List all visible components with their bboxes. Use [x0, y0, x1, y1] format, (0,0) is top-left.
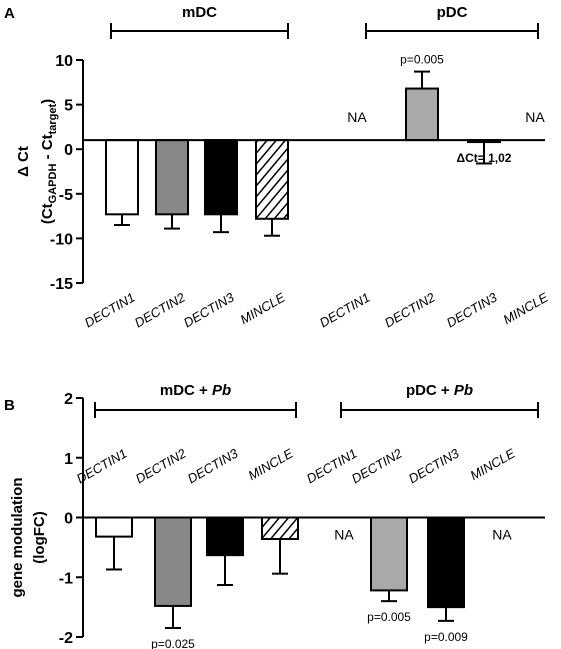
category-label: DECTIN3 — [181, 289, 237, 330]
group-1: pDC + Pb NA DECTIN1 p=0.005 DECTIN2 p=0.009 DE… — [304, 382, 539, 644]
panel-A: A 10 5 0 -5 -10 -15 Δ Ct (CtGAPDH - Cttarget) mDC… — [4, 4, 551, 330]
y-tick-label: 1 — [64, 451, 73, 468]
na-label: NA — [347, 109, 367, 125]
bar — [95, 516, 133, 538]
y-tick-label: 0 — [64, 142, 73, 159]
bar-annotation: p=0.005 — [367, 610, 411, 624]
y-tick-label: 2 — [64, 391, 73, 408]
category-label: DECTIN2 — [349, 445, 405, 486]
y-axis-label: Δ Ct — [15, 146, 32, 177]
category-label: DECTIN3 — [444, 289, 500, 330]
na-label: NA — [492, 527, 512, 543]
category-label: DECTIN1 — [82, 290, 138, 331]
category-label: MINCLE — [237, 289, 287, 327]
panel-B: B 2 1 0 -1 -2 gene modulation (logFC) mDC + Pb DE… — [4, 382, 545, 649]
category-label: DECTIN2 — [133, 445, 189, 486]
y-tick-label: 5 — [64, 98, 73, 115]
category-label: DECTIN2 — [132, 289, 188, 330]
bar-annotation: p=0.005 — [400, 53, 444, 67]
panel-letter: B — [4, 397, 15, 414]
y-tick-label: -10 — [50, 231, 73, 248]
category-label: DECTIN1 — [304, 446, 360, 487]
y-axis-label-formula: (CtGAPDH - Cttarget) — [39, 99, 59, 224]
category-label: MINCLE — [245, 445, 295, 483]
category-label: DECTIN2 — [382, 289, 438, 330]
panel-letter: A — [4, 5, 15, 22]
bar — [427, 516, 465, 609]
bar-annotation: p=0.025 — [151, 637, 195, 649]
bar-annotation: ΔCt= 1,02 — [457, 151, 512, 165]
bar — [405, 87, 439, 142]
group-label: mDC — [182, 4, 217, 21]
category-label: DECTIN1 — [317, 290, 373, 331]
y-axis-label: gene modulation — [9, 478, 26, 598]
y-tick-label: -5 — [59, 187, 73, 204]
y-tick-label: -1 — [59, 570, 73, 587]
y-tick-label: -15 — [50, 276, 73, 293]
group-label: pDC + Pb — [406, 382, 473, 399]
y-axis-label-units: (logFC) — [31, 511, 48, 563]
bar — [255, 139, 289, 220]
bar — [154, 516, 192, 607]
bar — [370, 516, 408, 592]
bar — [204, 139, 238, 216]
y-tick-label: 10 — [55, 53, 73, 70]
bar — [155, 139, 189, 216]
group-1: pDC NA DECTIN1 p=0.005 DECTIN2 ΔCt= 1,02 DECTI… — [317, 4, 551, 330]
category-label: DECTIN3 — [185, 445, 241, 486]
bar — [206, 516, 244, 557]
category-label: MINCLE — [467, 445, 517, 483]
bar — [261, 516, 299, 541]
bar — [105, 139, 139, 216]
category-label: MINCLE — [500, 289, 550, 327]
na-label: NA — [334, 527, 354, 543]
group-label: pDC — [437, 4, 468, 21]
category-label: DECTIN3 — [406, 445, 462, 486]
bar-annotation: p=0.009 — [424, 630, 468, 644]
na-label: NA — [525, 109, 545, 125]
y-tick-label: -2 — [59, 630, 73, 647]
y-tick-label: 0 — [64, 511, 73, 528]
group-label: mDC + Pb — [160, 382, 231, 399]
